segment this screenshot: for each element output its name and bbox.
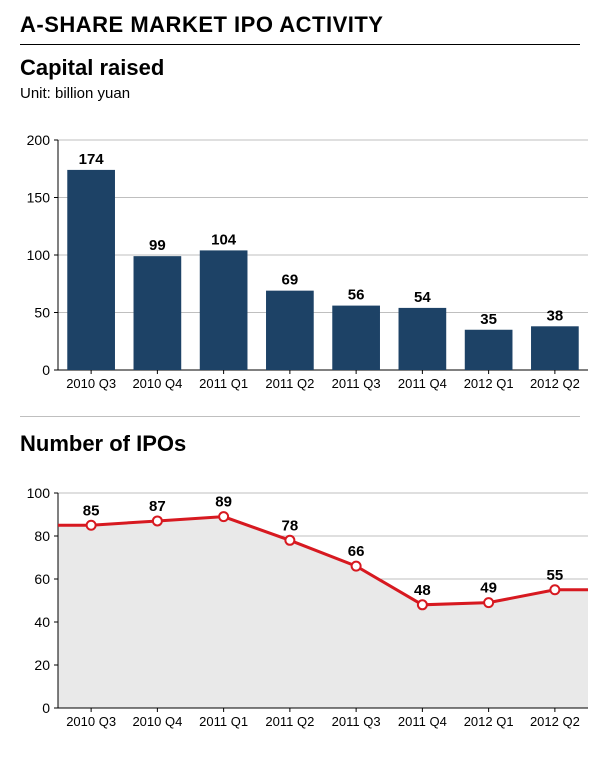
svg-text:0: 0 <box>42 362 50 378</box>
x-category: 2011 Q4 <box>398 376 447 391</box>
point-value: 55 <box>547 567 564 584</box>
x-category: 2012 Q1 <box>464 714 514 729</box>
main-title: A-SHARE MARKET IPO ACTIVITY <box>20 12 580 45</box>
bar-value: 56 <box>348 287 365 304</box>
capital-title: Capital raised <box>20 55 580 81</box>
svg-text:150: 150 <box>27 190 51 206</box>
svg-text:80: 80 <box>34 528 50 544</box>
svg-text:50: 50 <box>34 305 50 321</box>
svg-text:100: 100 <box>27 485 51 501</box>
data-point <box>550 585 559 594</box>
bar <box>531 326 579 370</box>
svg-text:20: 20 <box>34 657 50 673</box>
data-point <box>484 598 493 607</box>
bar <box>465 330 513 370</box>
svg-text:200: 200 <box>27 132 51 148</box>
x-category: 2010 Q4 <box>132 376 182 391</box>
x-category: 2011 Q4 <box>398 714 447 729</box>
x-category: 2010 Q3 <box>66 376 116 391</box>
data-point <box>418 600 427 609</box>
bar <box>134 256 182 370</box>
bar <box>399 308 447 370</box>
point-value: 87 <box>149 498 166 515</box>
point-value: 48 <box>414 582 431 599</box>
ipo-line-chart: 0 20 40 60 80 100 85 2010 Q3 87 2010 Q4 89 2011 Q1 7… <box>20 473 580 732</box>
capital-unit: Unit: billion yuan <box>20 85 580 102</box>
capital-bar-chart: 0 50 100 150 200 174 2010 Q3 99 2010 Q4 104 2011 Q… <box>20 120 580 394</box>
bar <box>266 291 314 370</box>
section-divider <box>20 416 580 417</box>
svg-text:0: 0 <box>42 700 50 716</box>
data-point <box>153 516 162 525</box>
bar <box>332 306 380 370</box>
svg-text:100: 100 <box>27 247 51 263</box>
x-category: 2012 Q2 <box>530 714 580 729</box>
bar-value: 99 <box>149 237 166 254</box>
bar-value: 35 <box>480 311 497 328</box>
data-point <box>219 512 228 521</box>
bar <box>200 250 248 370</box>
bar-value: 38 <box>547 307 564 324</box>
bar-value: 174 <box>79 151 105 168</box>
point-value: 85 <box>83 502 100 519</box>
x-category: 2011 Q2 <box>265 714 314 729</box>
data-point <box>352 562 361 571</box>
svg-text:40: 40 <box>34 614 50 630</box>
bar-value: 54 <box>414 289 431 306</box>
x-category: 2011 Q2 <box>265 376 314 391</box>
point-value: 89 <box>215 494 232 511</box>
data-point <box>285 536 294 545</box>
x-category: 2011 Q3 <box>332 714 381 729</box>
x-category: 2011 Q1 <box>199 714 248 729</box>
x-category: 2012 Q2 <box>530 376 580 391</box>
x-category: 2012 Q1 <box>464 376 514 391</box>
bar-value: 69 <box>282 272 299 289</box>
point-value: 78 <box>282 517 299 534</box>
x-category: 2010 Q3 <box>66 714 116 729</box>
bar <box>67 170 115 370</box>
point-value: 66 <box>348 543 365 560</box>
x-category: 2011 Q3 <box>332 376 381 391</box>
point-value: 49 <box>480 580 497 597</box>
svg-text:60: 60 <box>34 571 50 587</box>
x-category: 2010 Q4 <box>132 714 182 729</box>
data-point <box>87 521 96 530</box>
area-fill <box>58 517 588 708</box>
ipo-title: Number of IPOs <box>20 431 580 457</box>
bar-value: 104 <box>211 231 237 248</box>
x-category: 2011 Q1 <box>199 376 248 391</box>
